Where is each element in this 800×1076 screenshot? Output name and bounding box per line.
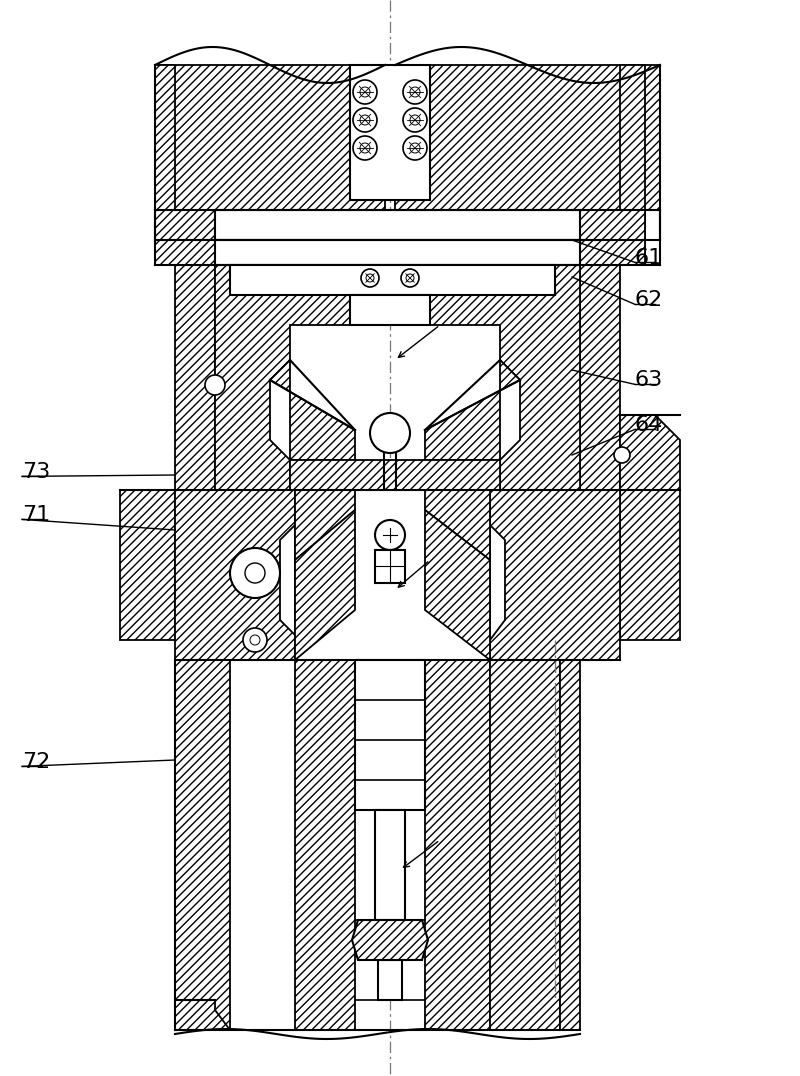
Circle shape bbox=[205, 376, 225, 395]
Polygon shape bbox=[395, 65, 660, 210]
Polygon shape bbox=[175, 265, 215, 490]
Polygon shape bbox=[580, 240, 645, 265]
Text: 61: 61 bbox=[635, 247, 663, 268]
Polygon shape bbox=[295, 660, 355, 1030]
Circle shape bbox=[361, 269, 379, 287]
Circle shape bbox=[360, 87, 370, 97]
Polygon shape bbox=[175, 660, 230, 1030]
Polygon shape bbox=[355, 660, 425, 810]
Polygon shape bbox=[215, 210, 580, 240]
Polygon shape bbox=[230, 265, 555, 295]
Circle shape bbox=[410, 87, 420, 97]
Text: 64: 64 bbox=[635, 415, 663, 435]
Polygon shape bbox=[215, 265, 350, 490]
Polygon shape bbox=[425, 360, 520, 461]
Circle shape bbox=[360, 115, 370, 125]
Polygon shape bbox=[175, 490, 300, 660]
Circle shape bbox=[243, 628, 267, 652]
Circle shape bbox=[410, 115, 420, 125]
Polygon shape bbox=[120, 490, 175, 640]
Polygon shape bbox=[155, 240, 215, 265]
Circle shape bbox=[403, 136, 427, 160]
Polygon shape bbox=[215, 240, 580, 265]
Circle shape bbox=[370, 413, 410, 453]
Polygon shape bbox=[295, 490, 490, 660]
Circle shape bbox=[360, 143, 370, 153]
Text: 71: 71 bbox=[22, 505, 50, 525]
Polygon shape bbox=[580, 265, 620, 490]
Circle shape bbox=[230, 548, 280, 598]
Text: 72: 72 bbox=[22, 752, 50, 771]
Polygon shape bbox=[490, 660, 560, 1030]
Polygon shape bbox=[352, 920, 428, 960]
Circle shape bbox=[375, 520, 405, 550]
Circle shape bbox=[353, 80, 377, 104]
Polygon shape bbox=[620, 490, 680, 640]
Polygon shape bbox=[175, 1000, 230, 1030]
Circle shape bbox=[353, 108, 377, 132]
Polygon shape bbox=[155, 65, 175, 265]
Polygon shape bbox=[290, 461, 500, 490]
Text: 73: 73 bbox=[22, 462, 50, 482]
Circle shape bbox=[406, 274, 414, 282]
Polygon shape bbox=[620, 415, 680, 490]
Polygon shape bbox=[295, 490, 355, 560]
Polygon shape bbox=[430, 265, 580, 490]
Circle shape bbox=[401, 269, 419, 287]
Circle shape bbox=[353, 136, 377, 160]
Polygon shape bbox=[270, 360, 355, 461]
Polygon shape bbox=[295, 510, 355, 660]
Polygon shape bbox=[378, 960, 402, 1000]
Polygon shape bbox=[375, 810, 405, 920]
Polygon shape bbox=[155, 65, 385, 210]
Circle shape bbox=[403, 108, 427, 132]
Circle shape bbox=[614, 447, 630, 463]
Text: 63: 63 bbox=[635, 370, 663, 390]
Polygon shape bbox=[620, 65, 645, 265]
Circle shape bbox=[250, 635, 260, 645]
Polygon shape bbox=[425, 510, 490, 660]
Circle shape bbox=[403, 80, 427, 104]
Circle shape bbox=[245, 563, 265, 583]
Polygon shape bbox=[425, 490, 490, 560]
Polygon shape bbox=[375, 550, 405, 583]
Circle shape bbox=[410, 143, 420, 153]
Polygon shape bbox=[350, 295, 430, 325]
Polygon shape bbox=[155, 210, 215, 240]
Polygon shape bbox=[490, 490, 620, 660]
Polygon shape bbox=[350, 65, 430, 200]
Polygon shape bbox=[425, 660, 490, 1030]
Polygon shape bbox=[580, 210, 645, 240]
Text: 62: 62 bbox=[635, 291, 663, 310]
Circle shape bbox=[366, 274, 374, 282]
Polygon shape bbox=[560, 660, 580, 1030]
